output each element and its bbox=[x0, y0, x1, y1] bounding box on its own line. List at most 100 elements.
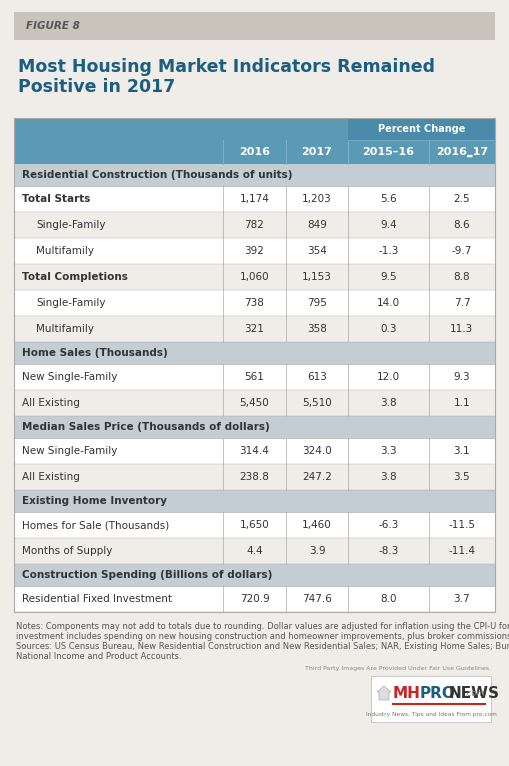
Bar bbox=[14, 416, 495, 438]
Bar bbox=[14, 564, 495, 586]
Text: 1,174: 1,174 bbox=[240, 194, 269, 204]
Text: 3.7: 3.7 bbox=[454, 594, 470, 604]
Text: 324.0: 324.0 bbox=[302, 446, 332, 456]
Text: PRO: PRO bbox=[420, 686, 456, 702]
Text: 720.9: 720.9 bbox=[240, 594, 269, 604]
Text: 358: 358 bbox=[307, 324, 327, 334]
Text: 1,153: 1,153 bbox=[302, 272, 332, 282]
Text: Total Starts: Total Starts bbox=[22, 194, 91, 204]
Text: Single-Family: Single-Family bbox=[36, 298, 105, 308]
Text: 2016‗17: 2016‗17 bbox=[436, 147, 488, 157]
Text: Percent Change: Percent Change bbox=[378, 124, 465, 134]
Text: 5.6: 5.6 bbox=[380, 194, 397, 204]
Text: MH: MH bbox=[393, 686, 421, 702]
Text: Industry News, Tips and Ideas From pro.com: Industry News, Tips and Ideas From pro.c… bbox=[365, 712, 496, 717]
Text: 12.0: 12.0 bbox=[377, 372, 400, 382]
Text: All Existing: All Existing bbox=[22, 472, 80, 482]
Bar bbox=[14, 212, 495, 238]
Text: 1,460: 1,460 bbox=[302, 520, 332, 530]
Bar bbox=[14, 290, 495, 316]
Text: 3.3: 3.3 bbox=[380, 446, 397, 456]
Text: Home Sales (Thousands): Home Sales (Thousands) bbox=[22, 348, 168, 358]
Text: 738: 738 bbox=[244, 298, 265, 308]
Text: 8.8: 8.8 bbox=[454, 272, 470, 282]
Text: 3.8: 3.8 bbox=[380, 398, 397, 408]
Text: 9.4: 9.4 bbox=[380, 220, 397, 230]
Text: 314.4: 314.4 bbox=[240, 446, 269, 456]
Polygon shape bbox=[377, 686, 391, 700]
Text: 14.0: 14.0 bbox=[377, 298, 400, 308]
Bar bbox=[14, 118, 495, 164]
Bar bbox=[14, 342, 495, 364]
Text: Notes: Components may not add to totals due to rounding. Dollar values are adjus: Notes: Components may not add to totals … bbox=[16, 622, 509, 631]
Text: 8.6: 8.6 bbox=[454, 220, 470, 230]
Text: 3.5: 3.5 bbox=[454, 472, 470, 482]
Text: investment includes spending on new housing construction and homeowner improveme: investment includes spending on new hous… bbox=[16, 632, 509, 641]
Text: 1,650: 1,650 bbox=[240, 520, 269, 530]
Text: 5,450: 5,450 bbox=[240, 398, 269, 408]
Text: Positive in 2017: Positive in 2017 bbox=[18, 78, 175, 96]
Text: NEWS: NEWS bbox=[449, 686, 500, 702]
Text: 613: 613 bbox=[307, 372, 327, 382]
Text: Months of Supply: Months of Supply bbox=[22, 546, 112, 556]
Text: -9.7: -9.7 bbox=[452, 246, 472, 256]
Text: New Single-Family: New Single-Family bbox=[22, 446, 118, 456]
Text: All Existing: All Existing bbox=[22, 398, 80, 408]
Text: Sources: US Census Bureau, New Residential Construction and New Residential Sale: Sources: US Census Bureau, New Residenti… bbox=[16, 642, 509, 651]
Text: -11.4: -11.4 bbox=[448, 546, 475, 556]
Bar bbox=[14, 512, 495, 538]
Bar bbox=[14, 490, 495, 512]
Text: 2017: 2017 bbox=[302, 147, 332, 157]
Bar bbox=[14, 118, 495, 612]
Text: Construction Spending (Billions of dollars): Construction Spending (Billions of dolla… bbox=[22, 570, 272, 580]
Text: 247.2: 247.2 bbox=[302, 472, 332, 482]
Text: 3.1: 3.1 bbox=[454, 446, 470, 456]
Text: 1,203: 1,203 bbox=[302, 194, 332, 204]
Text: FIGURE 8: FIGURE 8 bbox=[26, 21, 80, 31]
Bar bbox=[14, 364, 495, 390]
Text: 561: 561 bbox=[244, 372, 265, 382]
Text: Total Completions: Total Completions bbox=[22, 272, 128, 282]
Text: 5,510: 5,510 bbox=[302, 398, 332, 408]
Text: 795: 795 bbox=[307, 298, 327, 308]
Bar bbox=[14, 538, 495, 564]
Text: Most Housing Market Indicators Remained: Most Housing Market Indicators Remained bbox=[18, 58, 435, 76]
Text: 238.8: 238.8 bbox=[240, 472, 269, 482]
Text: -6.3: -6.3 bbox=[378, 520, 399, 530]
Text: 0.3: 0.3 bbox=[380, 324, 397, 334]
Text: Residential Construction (Thousands of units): Residential Construction (Thousands of u… bbox=[22, 170, 293, 180]
Text: Multifamily: Multifamily bbox=[36, 246, 94, 256]
Text: 11.3: 11.3 bbox=[450, 324, 473, 334]
Bar bbox=[14, 164, 495, 186]
Text: 1,060: 1,060 bbox=[240, 272, 269, 282]
Bar bbox=[348, 118, 495, 140]
Bar bbox=[371, 676, 491, 722]
Bar bbox=[14, 264, 495, 290]
Text: 9.5: 9.5 bbox=[380, 272, 397, 282]
Bar bbox=[14, 438, 495, 464]
Text: .com: .com bbox=[465, 689, 485, 699]
Text: -8.3: -8.3 bbox=[378, 546, 399, 556]
Text: 782: 782 bbox=[244, 220, 265, 230]
Text: 321: 321 bbox=[244, 324, 265, 334]
Text: 2.5: 2.5 bbox=[454, 194, 470, 204]
Text: Multifamily: Multifamily bbox=[36, 324, 94, 334]
Text: -1.3: -1.3 bbox=[378, 246, 399, 256]
Text: Homes for Sale (Thousands): Homes for Sale (Thousands) bbox=[22, 520, 169, 530]
Bar bbox=[14, 586, 495, 612]
Text: Existing Home Inventory: Existing Home Inventory bbox=[22, 496, 167, 506]
Text: New Single-Family: New Single-Family bbox=[22, 372, 118, 382]
Bar bbox=[14, 316, 495, 342]
Text: 7.7: 7.7 bbox=[454, 298, 470, 308]
Text: 354: 354 bbox=[307, 246, 327, 256]
Text: Median Sales Price (Thousands of dollars): Median Sales Price (Thousands of dollars… bbox=[22, 422, 270, 432]
Text: 1.1: 1.1 bbox=[454, 398, 470, 408]
Bar bbox=[14, 186, 495, 212]
Text: National Income and Product Accounts.: National Income and Product Accounts. bbox=[16, 652, 182, 661]
Text: 9.3: 9.3 bbox=[454, 372, 470, 382]
Text: 849: 849 bbox=[307, 220, 327, 230]
Text: 392: 392 bbox=[244, 246, 265, 256]
Text: 2016: 2016 bbox=[239, 147, 270, 157]
Bar bbox=[14, 12, 495, 40]
Text: 3.8: 3.8 bbox=[380, 472, 397, 482]
